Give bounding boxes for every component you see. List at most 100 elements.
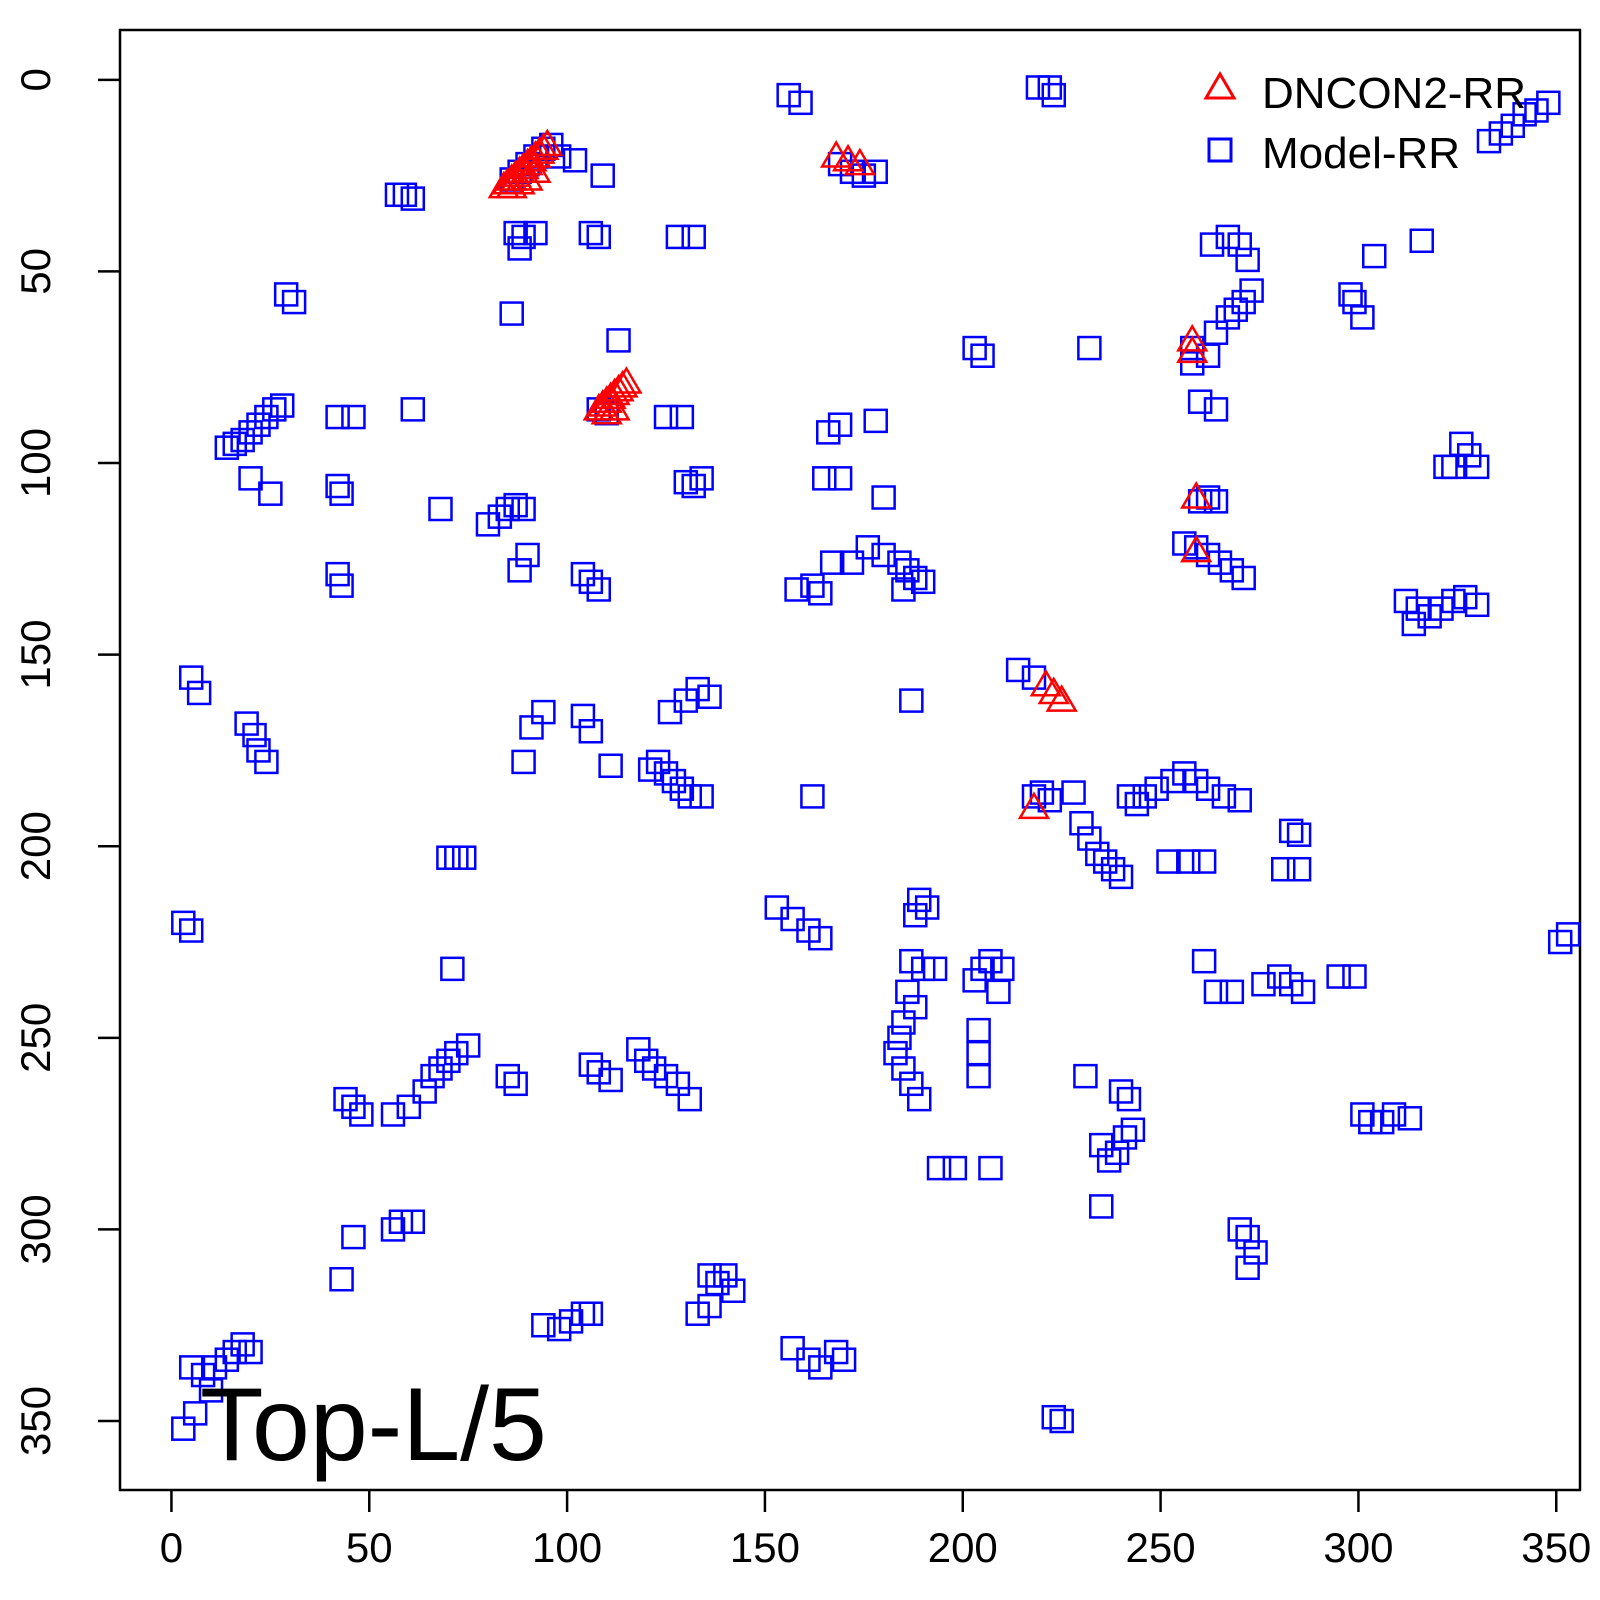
model-rr-point (705, 1270, 730, 1296)
model-rr-point (689, 784, 714, 809)
model-rr-point (1235, 1224, 1260, 1250)
x-tick-label: 200 (928, 1524, 998, 1571)
model-rr-point (586, 577, 612, 602)
model-rr-point (669, 776, 695, 801)
model-rr-point (214, 435, 240, 460)
model-rr-point (396, 1094, 422, 1120)
model-rr-point (1120, 1117, 1146, 1143)
model-rr-point (1271, 856, 1296, 882)
model-rr-point (899, 688, 924, 713)
model-rr-point (380, 1102, 406, 1127)
model-rr-point (978, 1155, 1003, 1181)
model-rr-point (329, 481, 354, 506)
model-rr-point (1203, 489, 1229, 514)
x-tick-label: 300 (1323, 1524, 1393, 1571)
model-rr-point (1187, 389, 1213, 414)
dncon2-rr-point (1029, 668, 1063, 697)
model-rr-point (570, 561, 596, 587)
model-rr-point (341, 1224, 366, 1250)
model-rr-point (495, 496, 521, 522)
model-rr-point (713, 1263, 738, 1288)
plot-area-frame (118, 28, 1582, 1492)
model-rr-point (570, 703, 596, 729)
model-rr-point (598, 1067, 623, 1093)
model-rr-point (784, 577, 809, 602)
model-rr-point (455, 1033, 481, 1058)
dncon2-rr-point (1017, 791, 1051, 820)
model-rr-point (333, 1086, 358, 1112)
model-rr-point (1239, 278, 1264, 303)
legend-marker-dncon2-rr (1203, 71, 1237, 100)
model-rr-point (1061, 780, 1086, 805)
model-rr-point (578, 569, 604, 595)
model-rr-point (942, 1155, 968, 1181)
model-rr-point (273, 282, 299, 307)
model-rr-point (1215, 305, 1241, 330)
model-rr-point (863, 159, 888, 185)
model-rr-point (1555, 922, 1581, 947)
model-rr-point (178, 665, 204, 690)
model-rr-point (962, 335, 987, 361)
model-rr-point (238, 466, 263, 491)
model-rr-point (214, 1347, 240, 1372)
model-rr-point (262, 397, 287, 422)
model-rr-point (926, 1155, 952, 1181)
model-rr-point (503, 220, 528, 246)
model-rr-point (681, 473, 706, 499)
y-tick-label: 350 (12, 1386, 59, 1456)
model-rr-point (1199, 232, 1225, 257)
model-rr-point (808, 1355, 833, 1380)
model-rr-points (171, 75, 1581, 1441)
model-rr-point (891, 1056, 916, 1081)
dncon2-rr-point (610, 366, 643, 394)
model-rr-point (800, 573, 825, 598)
dncon2-rr-point (1180, 534, 1213, 563)
model-rr-point (590, 163, 615, 188)
model-rr-point (1088, 1194, 1114, 1219)
model-rr-point (1108, 1079, 1134, 1104)
model-rr-point (507, 236, 532, 261)
model-rr-point (1342, 964, 1367, 989)
y-tick-label: 150 (12, 620, 59, 690)
model-rr-point (895, 979, 920, 1005)
model-rr-point (519, 715, 544, 740)
model-rr-point (1350, 305, 1375, 330)
model-rr-point (1077, 335, 1102, 361)
model-rr-point (171, 1416, 196, 1441)
model-rr-point (1235, 1255, 1260, 1280)
y-tick-label: 200 (12, 811, 59, 881)
model-rr-point (578, 719, 604, 744)
model-rr-point (1069, 810, 1094, 836)
y-tick-label: 0 (12, 68, 59, 91)
model-rr-point (1085, 841, 1110, 867)
model-rr-point (1092, 849, 1118, 874)
model-rr-point (606, 328, 631, 353)
dncon2-rr-point (1045, 684, 1078, 712)
model-rr-point (653, 404, 679, 430)
model-rr-point (677, 1086, 703, 1112)
model-rr-point (428, 496, 453, 522)
model-rr-point (808, 925, 833, 951)
model-rr-point (1144, 776, 1169, 801)
model-rr-point (970, 343, 995, 368)
model-rr-point (238, 420, 263, 445)
model-rr-point (503, 492, 528, 518)
model-rr-point (436, 1048, 461, 1074)
model-rr-point (329, 1266, 354, 1292)
model-rr-point (1037, 75, 1063, 100)
model-rr-point (1021, 784, 1047, 809)
model-rr-point (1116, 784, 1142, 809)
model-rr-point (341, 404, 366, 430)
model-rr-point (258, 481, 283, 506)
model-rr-point (1195, 776, 1221, 801)
dncon2-rr-point (511, 162, 544, 191)
model-rr-point (428, 1056, 453, 1081)
dncon2-rr-point (843, 147, 877, 176)
model-rr-point (819, 550, 845, 575)
model-rr-point (511, 496, 536, 522)
x-axis: 0 50 100 150 200 250 300 350 (160, 1490, 1591, 1571)
model-rr-point (507, 558, 532, 583)
model-rr-point (444, 845, 469, 870)
model-rr-point (827, 412, 853, 437)
